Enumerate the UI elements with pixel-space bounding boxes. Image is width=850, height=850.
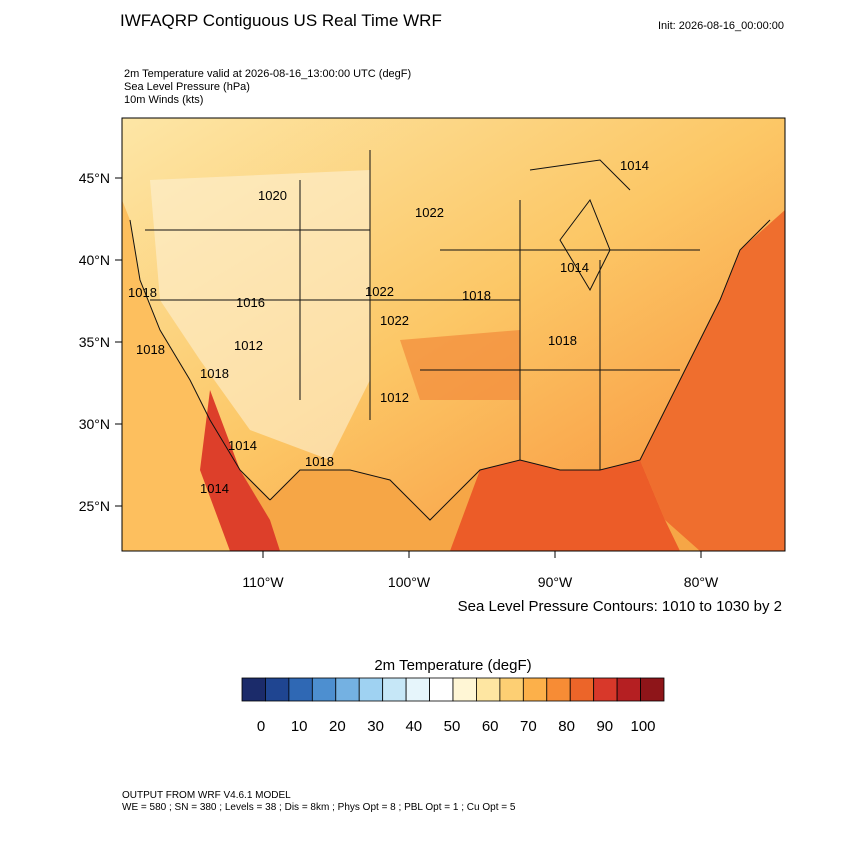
footer-line: WE = 580 ; SN = 380 ; Levels = 38 ; Dis … <box>122 802 516 813</box>
colorbar-title: 2m Temperature (degF) <box>374 657 531 674</box>
colorbar-tick-label: 90 <box>596 718 613 735</box>
lat-label: 35°N <box>79 334 110 350</box>
colorbar-swatch <box>593 677 618 702</box>
colorbar-swatch <box>499 677 524 702</box>
colorbar-swatch <box>476 677 501 702</box>
map-frame <box>121 117 786 552</box>
colorbar-swatch <box>640 677 665 702</box>
colorbar-swatch <box>265 677 290 702</box>
colorbar-swatch <box>382 677 407 702</box>
contour-label: 1012 <box>234 338 263 353</box>
colorbar-tick-label: 20 <box>329 718 346 735</box>
colorbar-tick-label: 10 <box>291 718 308 735</box>
colorbar-swatch <box>429 677 454 702</box>
contour-label: 1018 <box>305 454 334 469</box>
lon-label: 80°W <box>684 574 719 590</box>
colorbar-swatch <box>335 677 360 702</box>
colorbar-tick-label: 70 <box>520 718 537 735</box>
contour-label: 1020 <box>258 188 287 203</box>
colorbar-tick-label: 60 <box>482 718 499 735</box>
colorbar-tick-label: 100 <box>630 718 655 735</box>
init-time: Init: 2026-08-16_00:00:00 <box>658 20 784 32</box>
contour-label: 1022 <box>365 284 394 299</box>
contour-label: 1016 <box>236 295 265 310</box>
field-label: 10m Winds (kts) <box>124 94 203 106</box>
lat-label: 40°N <box>79 252 110 268</box>
colorbar-swatch <box>546 677 571 702</box>
colorbar-swatch <box>616 677 641 702</box>
contour-note: Sea Level Pressure Contours: 1010 to 103… <box>458 598 782 615</box>
footer-line: OUTPUT FROM WRF V4.6.1 MODEL <box>122 790 291 801</box>
contour-label: 1018 <box>462 288 491 303</box>
contour-label: 1014 <box>620 158 649 173</box>
colorbar-swatch <box>522 677 548 702</box>
colorbar-swatch <box>405 677 430 702</box>
lat-label: 45°N <box>79 170 110 186</box>
field-label: Sea Level Pressure (hPa) <box>124 81 250 93</box>
lon-label: 110°W <box>242 574 284 590</box>
contour-label: 1018 <box>128 285 157 300</box>
colorbar-swatch <box>452 677 477 702</box>
colorbar-swatch <box>311 677 337 702</box>
colorbar-tick-label: 40 <box>405 718 422 735</box>
lat-label: 30°N <box>79 416 110 432</box>
lon-label: 100°W <box>388 574 431 590</box>
colorbar-swatch <box>241 677 266 702</box>
colorbar-swatch <box>288 677 313 702</box>
title: IWFAQRP Contiguous US Real Time WRF <box>120 11 442 30</box>
colorbar-tick-label: 50 <box>444 718 461 735</box>
lat-label: 25°N <box>79 498 110 514</box>
contour-label: 1022 <box>380 313 409 328</box>
map: 1014 1020 1022 1018 1022 1022 1018 1014 1018 1012… <box>122 118 785 551</box>
colorbar-tick-label: 80 <box>558 718 575 735</box>
contour-label: 1018 <box>548 333 577 348</box>
contour-label: 1014 <box>228 438 257 453</box>
colorbar-swatch <box>569 677 595 702</box>
contour-label: 1014 <box>560 260 589 275</box>
colorbar-tick-label: 0 <box>257 718 265 735</box>
colorbar-tick-label: 30 <box>367 718 384 735</box>
contour-label: 1014 <box>200 481 229 496</box>
field-label: 2m Temperature valid at 2026-08-16_13:00… <box>124 68 411 80</box>
colorbar-swatch <box>358 677 384 702</box>
contour-label: 1018 <box>200 366 229 381</box>
contour-label: 1018 <box>136 342 165 357</box>
contour-label: 1022 <box>415 205 444 220</box>
lon-label: 90°W <box>538 574 573 590</box>
contour-label: 1012 <box>380 390 409 405</box>
